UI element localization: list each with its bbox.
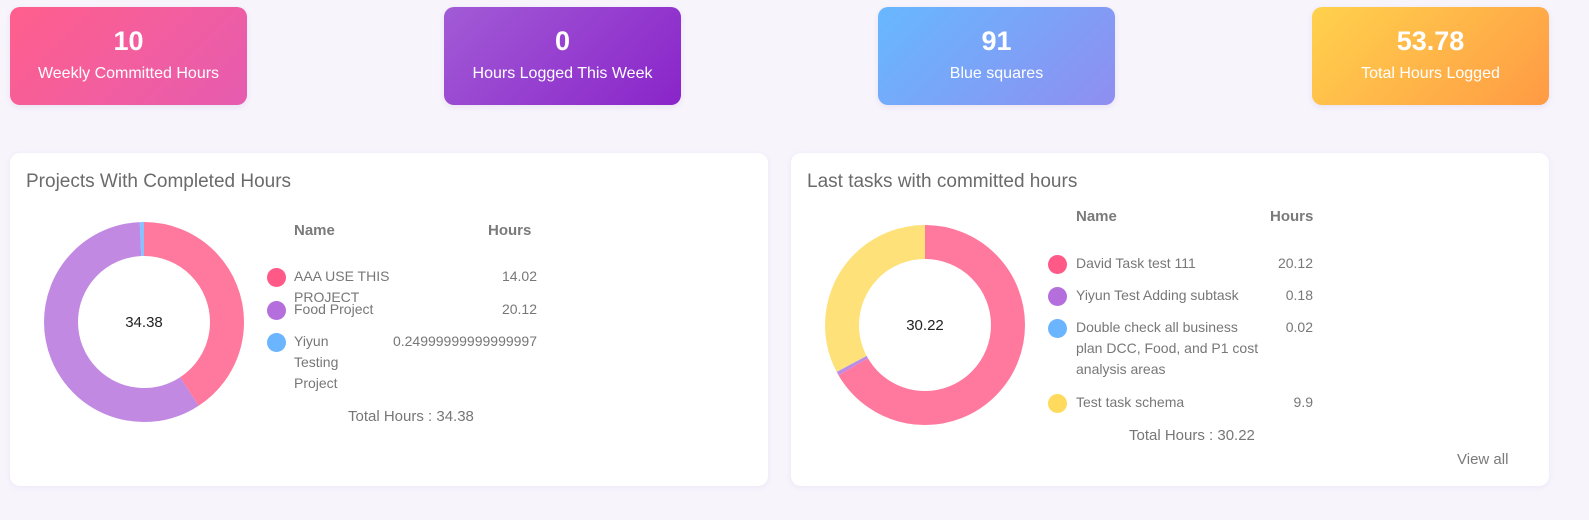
donut-slice <box>44 222 244 422</box>
task-row: Test task schema 9.9 <box>1048 392 1313 416</box>
donut-slice <box>44 222 244 422</box>
tasks-panel: Last tasks with committed hours 30.22 Na… <box>791 153 1549 486</box>
blue-squares-card: 91 Blue squares <box>878 7 1115 105</box>
legend-dot <box>267 333 286 352</box>
legend-dot <box>1048 287 1067 306</box>
task-row: Yiyun Test Adding subtask 0.18 <box>1048 285 1313 309</box>
project-row: AAA USE THIS PROJECT 14.02 <box>267 266 537 305</box>
task-hours: 20.12 <box>1277 255 1313 271</box>
tasks-donut-chart: 30.22 <box>825 225 1025 425</box>
panel-title: Last tasks with committed hours <box>807 171 1078 192</box>
weekly-committed-hours-card: 10 Weekly Committed Hours <box>10 7 247 105</box>
total-hours-logged-card: 53.78 Total Hours Logged <box>1312 7 1549 105</box>
legend-dot <box>1048 319 1067 338</box>
stat-label: Hours Logged This Week <box>472 65 653 82</box>
stat-label: Weekly Committed Hours <box>37 65 220 82</box>
task-name: Test task schema <box>1076 394 1185 410</box>
project-hours: 14.02 <box>501 268 537 284</box>
task-name: Double check all business plan DCC, Food… <box>1076 319 1259 377</box>
total-hours: Total Hours : 34.38 <box>348 408 474 425</box>
project-row: Food Project 20.12 <box>267 299 537 323</box>
task-name: David Task test 111 <box>1076 255 1196 271</box>
legend-dot <box>1048 255 1067 274</box>
stat-label: Total Hours Logged <box>1361 65 1500 82</box>
stat-label: Blue squares <box>949 65 1044 82</box>
project-hours: 0.24999999999999997 <box>392 333 537 349</box>
donut-center-value: 30.22 <box>906 317 944 334</box>
hours-logged-this-week-card: 0 Hours Logged This Week <box>444 7 681 105</box>
stat-value: 91 <box>981 26 1012 56</box>
projects-donut-chart: 34.38 <box>44 222 244 422</box>
hours-column-header: Hours <box>1270 208 1314 225</box>
project-name: Food Project <box>294 301 374 317</box>
stat-value: 0 <box>554 26 571 56</box>
project-name: AAA USE THIS PROJECT <box>294 268 390 305</box>
donut-slice <box>825 225 1025 425</box>
stat-value: 53.78 <box>1396 26 1465 56</box>
task-row: David Task test 111 20.12 <box>1048 253 1313 277</box>
project-hours: 20.12 <box>501 301 537 317</box>
stat-value: 10 <box>113 26 144 56</box>
donut-center-value: 34.38 <box>125 314 163 331</box>
task-name: Yiyun Test Adding subtask <box>1076 287 1239 303</box>
project-row: Yiyun Testing Project 0.2499999999999999… <box>267 331 537 397</box>
total-hours: Total Hours : 30.22 <box>1129 427 1255 444</box>
name-column-header: Name <box>1076 208 1117 225</box>
panel-title: Projects With Completed Hours <box>26 171 292 192</box>
task-row: Double check all business plan DCC, Food… <box>1048 317 1313 383</box>
name-column-header: Name <box>294 222 335 239</box>
view-all-link[interactable]: View all <box>1457 451 1509 468</box>
task-hours: 9.9 <box>1293 394 1313 410</box>
legend-dot <box>267 301 286 320</box>
project-name: Yiyun Testing Project <box>294 333 339 391</box>
legend-dot <box>267 268 286 287</box>
projects-panel: Projects With Completed Hours 34.38 Name… <box>10 153 768 486</box>
task-hours: 0.02 <box>1285 319 1313 335</box>
hours-column-header: Hours <box>488 222 532 239</box>
task-hours: 0.18 <box>1285 287 1313 303</box>
legend-dot <box>1048 394 1067 413</box>
